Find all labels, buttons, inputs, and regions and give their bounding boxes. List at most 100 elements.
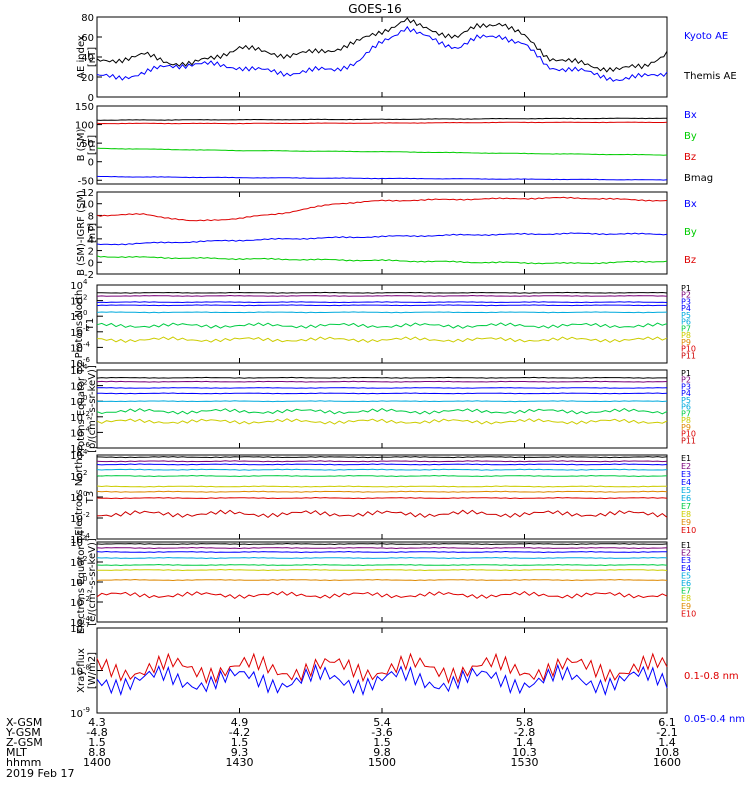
panel-frame [96,627,668,714]
legend-entry: E8 [681,594,691,603]
series-line [96,546,668,550]
y-tick-label: 10 [70,538,83,549]
legend-entry: E3 [681,556,691,565]
orbit-row: Z-GSM 1.5 1.5 1.5 1.4 1.4 [0,736,750,749]
series-line [96,568,668,572]
legend-entry: P6 [681,318,691,327]
orbit-value: -4.2 [228,726,251,739]
orbit-row: hhmm 1400 1430 1500 1530 1600 [0,756,750,769]
y-tick-exponent: 2 [83,555,87,563]
series-line [96,418,668,425]
orbit-value: 10.3 [512,746,537,759]
legend-entry: Kyoto AE [684,31,728,42]
series-line [96,25,668,82]
series-line [96,460,668,463]
y-axis-unit: [e/(cm²-s-sr-keV)] [87,538,98,626]
legend-entry: P10 [681,345,696,354]
orbit-value: 9.3 [230,746,249,759]
legend-entry: P6 [681,403,691,412]
legend-entry: E10 [681,609,696,618]
orbit-value: 4.9 [230,716,249,729]
y-tick-label: 10 [70,514,83,525]
panel-frame [96,454,668,540]
legend-entry: By [684,131,697,142]
legend-entry: E3 [681,470,691,479]
y-axis-label: Electrons Equator T4 [76,530,87,634]
series-line [96,380,668,383]
y-tick-label: 10 [70,493,83,504]
y-axis-unit: [p/(cm²-s-sr-keV)] [87,365,98,453]
y-tick-label: 10 [81,200,94,211]
y-tick-label: 10 [70,312,83,323]
legend-entry: P11 [681,436,696,445]
series-line [96,311,668,314]
series-line [96,463,668,466]
legend-entry: 0.05-0.4 nm [684,714,745,725]
legend-entry: E4 [681,478,691,487]
orbit-value: 1.5 [373,736,391,749]
legend-entry: E1 [681,541,691,550]
series-line [96,301,668,304]
legend-entry: P3 [681,382,691,391]
orbit-value: 6.1 [658,716,676,729]
y-axis-label: Protons North [74,290,85,359]
y-tick-exponent: 0 [83,309,87,317]
legend-entry: Bx [684,199,697,210]
legend-entry: Bmag [684,173,713,184]
orbit-row: X-GSM 4.3 4.9 5.4 5.8 6.1 [0,716,750,729]
y-tick-label: 4 [88,235,94,246]
y-tick-label: 6 [88,223,94,234]
y-tick-exponent: -4 [83,425,91,433]
series-line [96,542,668,546]
legend-entry: P4 [681,389,691,398]
y-tick-exponent: -4 [83,340,91,348]
y-tick-label: 100 [75,121,94,132]
series-line [96,336,668,343]
y-tick-label: 10 [70,297,83,308]
series-line [96,117,668,121]
y-axis-unit: [nT] [87,223,98,243]
legend-entry: P7 [681,324,691,333]
series-line [96,387,668,389]
y-tick-label: -2 [84,270,94,281]
y-tick-label: 12 [81,188,94,199]
series-line [96,196,668,222]
y-axis-unit: [nT] [87,47,98,67]
y-tick-label: 10 [70,397,83,408]
y-axis-unit: [W/m2] [87,652,98,689]
series-line [96,255,668,265]
y-tick-label: 40 [81,53,94,64]
legend-entry: P10 [681,430,696,439]
y-tick-exponent: 0 [83,394,87,402]
legend-entry: P2 [681,291,691,300]
orbit-value: 1.4 [515,736,534,749]
series-line [96,17,668,73]
y-tick-exponent: -7 [83,621,90,629]
orbit-value: 5.4 [373,716,391,729]
y-tick-label: 2 [88,247,94,258]
y-tick-label: 10 [70,281,83,292]
y-tick-exponent: -6 [83,356,91,364]
series-line [96,652,668,685]
orbit-value: 1.5 [230,736,249,749]
orbit-row-label: X-GSM [6,716,43,729]
y-axis-label: AE index [76,35,87,79]
y-tick-exponent: -2 [83,325,90,333]
y-axis-label: B (SM)-IGRF (SM) [76,190,87,276]
legend-entry: P8 [681,416,691,425]
series-line [96,474,668,478]
orbit-value: -2.8 [513,726,536,739]
y-tick-label: 10 [70,343,83,354]
legend-entry: E6 [681,579,691,588]
y-tick-label: 10 [70,578,83,589]
legend-entry: P1 [681,284,691,293]
legend-entry: E7 [681,502,691,511]
y-tick-exponent: 4 [83,448,88,456]
y-tick-exponent: -2 [83,410,90,418]
series-line [96,509,668,519]
series-line [96,485,667,488]
y-tick-label: 10 [70,472,83,483]
orbit-value: -4.8 [86,726,108,739]
orbit-row-label: Y-GSM [6,726,41,739]
